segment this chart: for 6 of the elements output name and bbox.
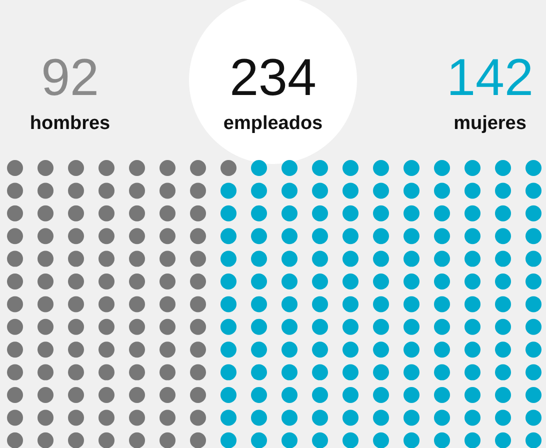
data-label: 142 [446,49,534,107]
category-label: hombres [30,113,110,134]
text: empleados [223,113,323,134]
data-label: 92 [41,49,99,107]
text: 234 [230,49,316,107]
category-label: mujeres [454,113,526,134]
